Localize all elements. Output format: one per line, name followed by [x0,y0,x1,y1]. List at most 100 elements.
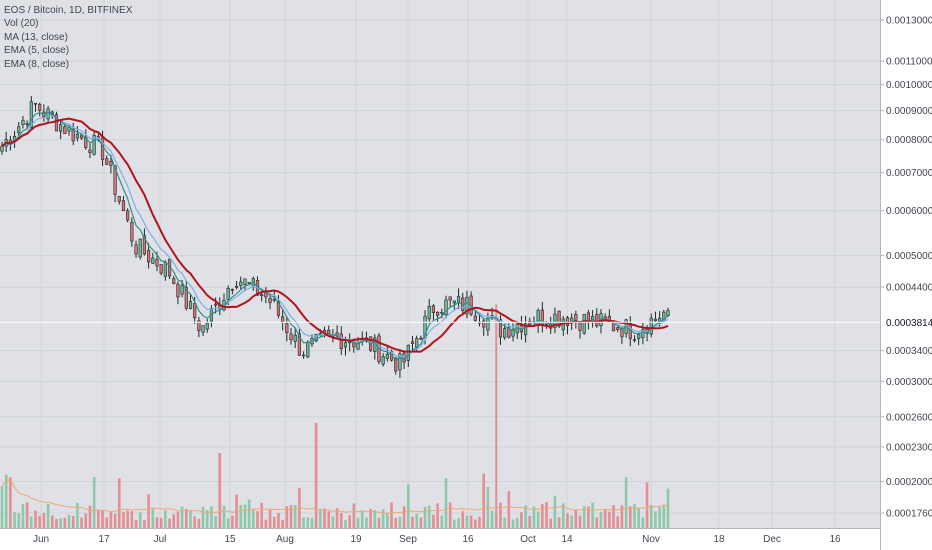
candle-body [21,119,25,125]
time-tick-label: 16 [462,534,474,545]
volume-bar [247,499,251,528]
volume-bar [461,511,465,528]
volume-bar [168,518,171,528]
volume-bar [566,513,569,528]
candle-body [188,301,193,309]
candle-body [197,320,201,331]
legend-indicator-ma13[interactable]: MA (13, close) [4,31,68,43]
volume-bar [457,518,460,528]
time-tick-label: 14 [561,534,573,545]
volume-bar [335,508,339,528]
candle-body [632,339,637,341]
volume-bar [373,510,377,528]
volume-bar [239,504,243,528]
volume-bar [427,505,431,528]
candle-body [126,210,130,221]
candle-body [511,329,515,337]
time-tick-label: Dec [763,534,781,545]
volume-bar [143,519,146,528]
volume-bar [327,511,331,528]
candle-body [666,310,670,317]
candle-body [0,145,4,152]
candle-body [59,124,63,132]
candle-body [658,317,662,322]
time-tick-label: Aug [276,534,294,545]
candle-body [641,329,645,338]
legend-indicator-vol[interactable]: Vol (20) [4,18,39,30]
candle-body [25,123,29,126]
volume-bar [654,511,657,528]
candle-body [343,342,348,348]
volume-bar [369,508,372,528]
volume-bar [612,505,615,528]
volume-bar [662,504,666,528]
volume-bar [641,517,645,528]
candle-body [155,259,159,267]
volume-ma-line [1,478,669,514]
legend-indicator-ema5[interactable]: EMA (5, close) [4,45,70,57]
volume-bar [440,515,444,528]
volume-bar [59,518,62,528]
volume-bar [151,508,155,528]
volume-bar [465,515,469,528]
volume-bar [348,515,351,528]
candle-body [595,314,599,327]
candle-body [260,294,264,296]
candle-body [482,320,486,328]
candle-body [293,334,297,342]
candle-body [565,317,570,326]
candle-body [33,102,38,105]
volume-bar [13,512,16,528]
volume-bar [180,506,184,528]
volume-bar [415,513,418,528]
volume-bar [285,506,289,528]
volume-bar [578,515,582,528]
volume-bar [185,508,188,528]
volume-bar [306,517,310,528]
volume-bar [155,517,159,528]
candle-body [410,341,415,344]
volume-bar [210,506,213,528]
volume-ma-line [1,478,669,514]
volume-bar [532,506,536,528]
volume-bar [80,517,83,528]
candle-body [176,283,180,298]
candle-body [113,165,117,195]
volume-bar [620,505,624,528]
volume-bar [432,514,435,528]
candle-body [448,296,452,301]
candle-body [38,103,42,111]
legend-indicator-ema8[interactable]: EMA (8, close) [4,58,70,70]
legend-symbol[interactable]: EOS / Bitcoin, 1D, BITFINEX [4,5,133,16]
candle-body [138,238,142,258]
candle-body [297,333,301,356]
candle-body [314,334,318,342]
volume-bar [603,509,607,528]
candle-body [423,315,427,338]
volume-bar [574,509,578,528]
volume-bar [386,512,389,528]
candle-body [557,310,561,327]
time-tick-label: Jul [154,534,167,545]
candle-body [431,305,436,313]
gridlines [0,0,880,528]
current-price-tag [881,315,932,330]
volume-bar [549,518,553,528]
time-tick-label: 16 [829,534,841,545]
volume-bar [637,508,640,528]
candle-body [159,264,163,274]
volume-bar [164,510,167,528]
volume-bar [599,511,603,528]
volume-bar [553,495,557,528]
time-tick-label: 15 [224,534,236,545]
volume-bar [453,519,456,528]
candle-body [142,235,147,255]
candle-body [444,299,448,316]
volume-bar [595,517,599,528]
